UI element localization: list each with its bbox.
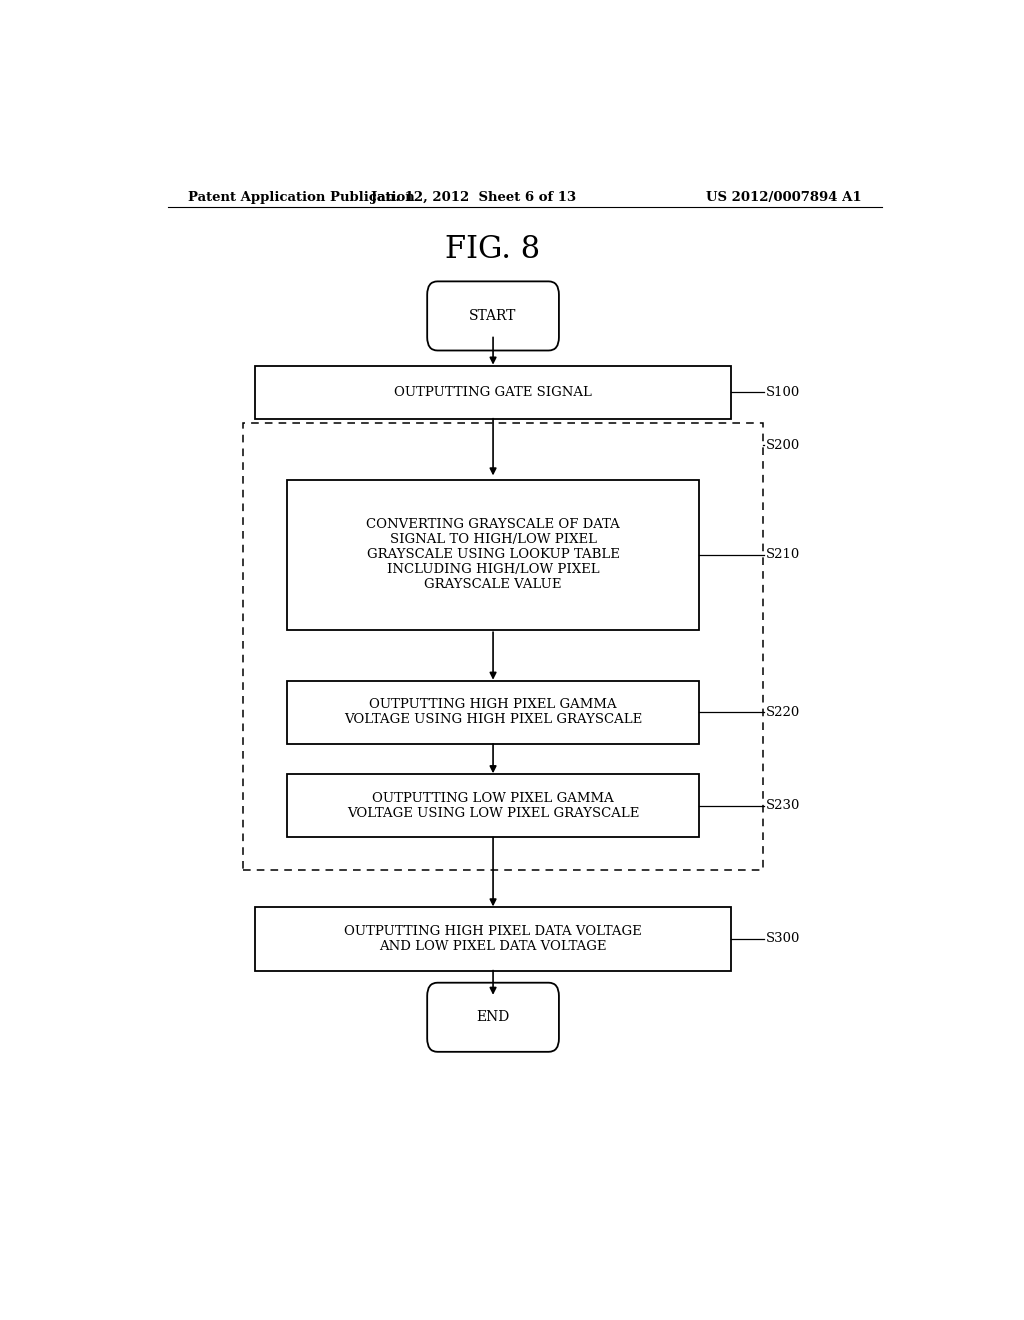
Text: OUTPUTTING GATE SIGNAL: OUTPUTTING GATE SIGNAL [394, 385, 592, 399]
Text: FIG. 8: FIG. 8 [445, 235, 541, 265]
FancyBboxPatch shape [287, 775, 699, 837]
Text: US 2012/0007894 A1: US 2012/0007894 A1 [707, 190, 862, 203]
FancyBboxPatch shape [287, 479, 699, 630]
FancyBboxPatch shape [255, 366, 731, 418]
FancyBboxPatch shape [287, 681, 699, 744]
Text: Jan. 12, 2012  Sheet 6 of 13: Jan. 12, 2012 Sheet 6 of 13 [371, 190, 575, 203]
Text: START: START [469, 309, 517, 323]
Text: OUTPUTTING HIGH PIXEL DATA VOLTAGE
AND LOW PIXEL DATA VOLTAGE: OUTPUTTING HIGH PIXEL DATA VOLTAGE AND L… [344, 925, 642, 953]
Bar [243, 422, 763, 870]
Text: S300: S300 [766, 932, 801, 945]
Text: Patent Application Publication: Patent Application Publication [187, 190, 415, 203]
Text: S230: S230 [766, 800, 801, 812]
Text: END: END [476, 1010, 510, 1024]
Text: S200: S200 [766, 438, 801, 451]
FancyBboxPatch shape [427, 982, 559, 1052]
Text: CONVERTING GRAYSCALE OF DATA
SIGNAL TO HIGH/LOW PIXEL
GRAYSCALE USING LOOKUP TAB: CONVERTING GRAYSCALE OF DATA SIGNAL TO H… [367, 519, 620, 591]
Text: OUTPUTTING LOW PIXEL GAMMA
VOLTAGE USING LOW PIXEL GRAYSCALE: OUTPUTTING LOW PIXEL GAMMA VOLTAGE USING… [347, 792, 639, 820]
Text: S210: S210 [766, 548, 801, 561]
Text: S100: S100 [766, 385, 801, 399]
Text: S220: S220 [766, 706, 801, 719]
Text: OUTPUTTING HIGH PIXEL GAMMA
VOLTAGE USING HIGH PIXEL GRAYSCALE: OUTPUTTING HIGH PIXEL GAMMA VOLTAGE USIN… [344, 698, 642, 726]
FancyBboxPatch shape [427, 281, 559, 351]
FancyBboxPatch shape [255, 907, 731, 970]
